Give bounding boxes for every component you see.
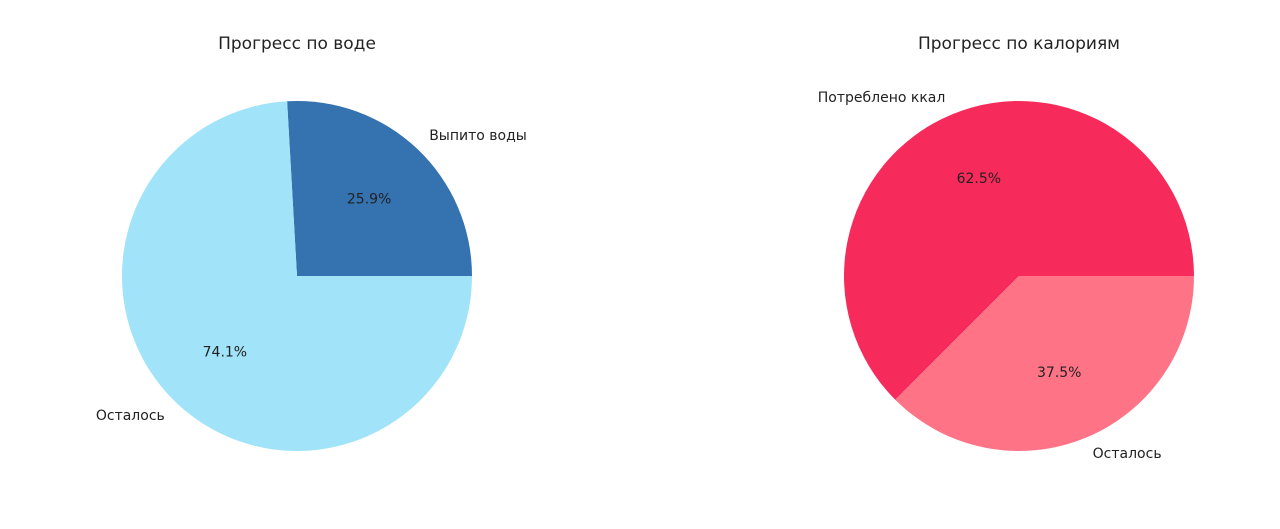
calories-slice-0 [843,100,1194,400]
water-pie-slices [122,101,472,452]
water-slice-0 [287,101,472,277]
water-slice-label-1: Осталось [96,408,165,424]
water-slice-label-0: Выпито воды [429,128,527,144]
calories-slice-1 [895,276,1194,451]
water-pie-labels: Выпито воды 25.9% Осталось 74.1% [96,128,527,424]
calories-slice-percent-0: 62.5% [957,171,1001,187]
calories-slice-percent-1: 37.5% [1037,365,1081,381]
water-pie-chart: Прогресс по воде Выпито воды 25.9% Осталос… [96,34,527,452]
calories-slice-label-1: Осталось [1093,446,1162,462]
calories-slice-label-0: Потреблено ккал [818,90,946,106]
water-pie-title: Прогресс по воде [218,34,376,54]
water-slice-1 [122,101,472,452]
water-slice-percent-0: 25.9% [347,192,391,208]
water-slice-percent-1: 74.1% [203,344,247,360]
calories-pie-slices [843,100,1194,451]
calories-pie-chart: Прогресс по калориям Потреблено ккал 62.5… [818,34,1194,462]
calories-pie-title: Прогресс по калориям [918,34,1120,54]
calories-pie-labels: Потреблено ккал 62.5% Осталось 37.5% [818,90,1162,462]
